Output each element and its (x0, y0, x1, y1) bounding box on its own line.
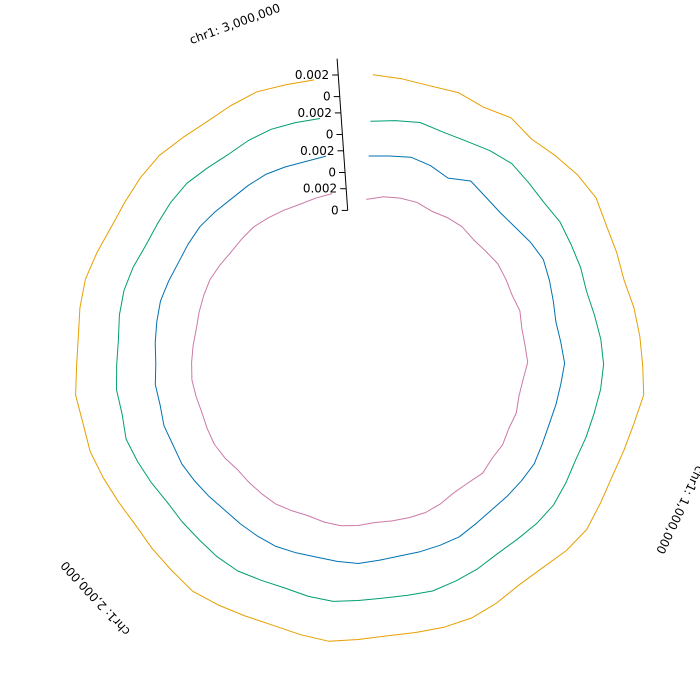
y-tick-label: 0.002 (300, 144, 334, 158)
y-tick-label: 0 (323, 90, 331, 104)
position-label-2: chr1: 2,000,000 (58, 558, 133, 638)
position-label-3: chr1: 3,000,000 (188, 1, 283, 47)
y-tick-label: 0.002 (298, 106, 332, 120)
series-line-1 (75, 74, 645, 642)
y-tick-label: 0 (331, 203, 339, 217)
y-tick-label: 0 (326, 128, 334, 142)
y-tick-label: 0 (328, 166, 336, 180)
y-tick-label: 0.002 (295, 68, 329, 82)
y-tick-label: 0.002 (303, 182, 337, 196)
series-line-2 (116, 118, 605, 602)
series-line-3 (154, 155, 566, 564)
y-axis-line (336, 58, 349, 211)
series-line-4 (191, 193, 529, 527)
position-label-1: chr1: 1,000,000 (653, 464, 700, 557)
